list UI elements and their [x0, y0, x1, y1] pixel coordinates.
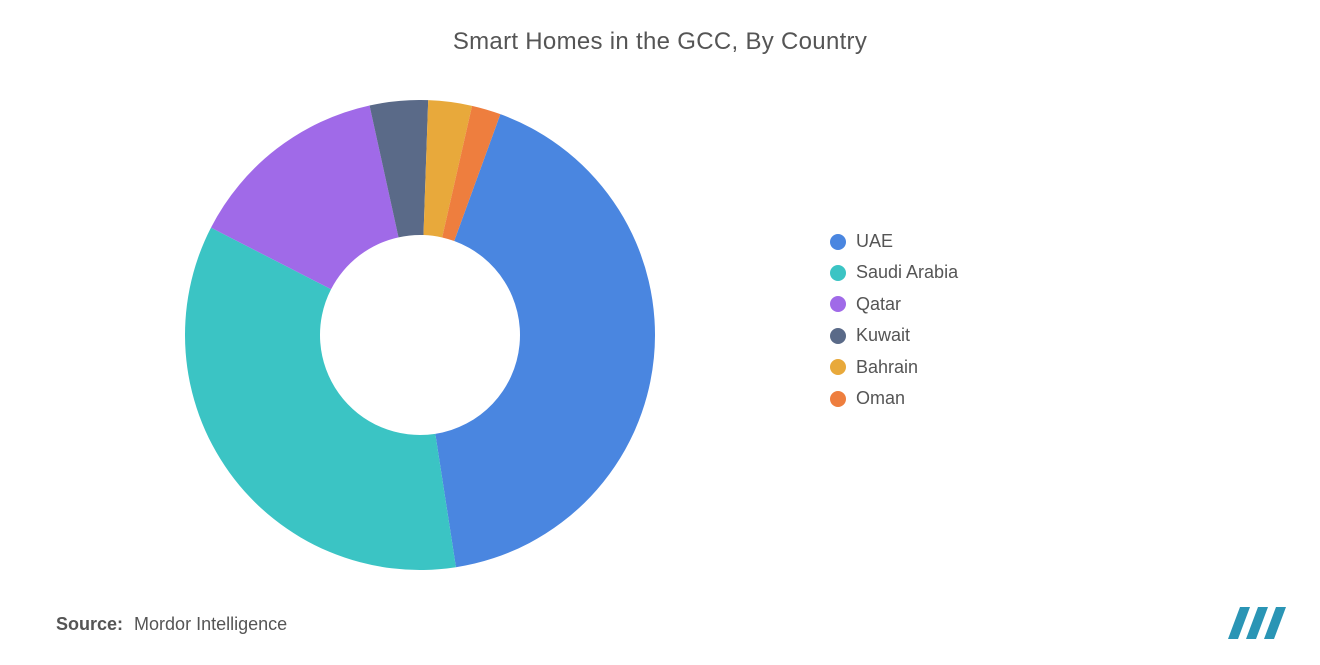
legend-label: Kuwait — [856, 324, 910, 347]
legend-item: Saudi Arabia — [830, 261, 958, 284]
legend-label: UAE — [856, 230, 893, 253]
legend-item: UAE — [830, 230, 958, 253]
legend-item: Bahrain — [830, 356, 958, 379]
legend-label: Oman — [856, 387, 905, 410]
source-line: Source: Mordor Intelligence — [56, 614, 287, 635]
donut-svg — [185, 100, 655, 570]
legend-label: Bahrain — [856, 356, 918, 379]
legend-item: Kuwait — [830, 324, 958, 347]
logo-bar — [1228, 607, 1250, 639]
legend-swatch-icon — [830, 328, 846, 344]
source-label: Source: — [56, 614, 123, 634]
donut-chart — [185, 100, 655, 570]
chart-legend: UAE Saudi Arabia Qatar Kuwait Bahrain Oman — [830, 230, 958, 410]
legend-swatch-icon — [830, 359, 846, 375]
chart-title: Smart Homes in the GCC, By Country — [0, 28, 1320, 56]
mordor-logo-icon — [1226, 599, 1290, 639]
legend-swatch-icon — [830, 265, 846, 281]
source-text: Mordor Intelligence — [134, 614, 287, 634]
legend-item: Oman — [830, 387, 958, 410]
legend-label: Qatar — [856, 293, 901, 316]
legend-swatch-icon — [830, 296, 846, 312]
logo-bar — [1264, 607, 1286, 639]
legend-item: Qatar — [830, 293, 958, 316]
legend-swatch-icon — [830, 234, 846, 250]
legend-swatch-icon — [830, 391, 846, 407]
legend-label: Saudi Arabia — [856, 261, 958, 284]
logo-bar — [1246, 607, 1268, 639]
